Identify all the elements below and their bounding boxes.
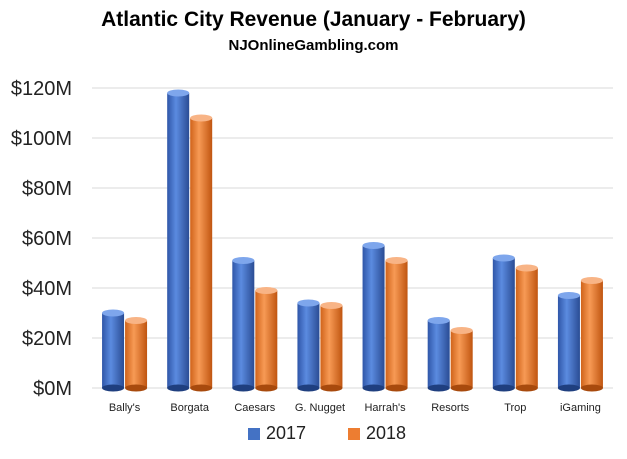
legend-label: 2018 bbox=[366, 423, 406, 443]
bar bbox=[255, 287, 278, 392]
y-tick-label: $100M bbox=[11, 128, 72, 150]
bar bbox=[362, 242, 385, 392]
bar bbox=[450, 327, 473, 392]
bar bbox=[320, 302, 343, 392]
x-tick-label: Trop bbox=[504, 402, 526, 414]
legend-label: 2017 bbox=[266, 423, 306, 443]
bar bbox=[190, 114, 213, 392]
bar bbox=[515, 264, 538, 392]
legend-swatch bbox=[248, 428, 260, 440]
x-tick-label: G. Nugget bbox=[295, 402, 345, 414]
x-tick-label: Caesars bbox=[234, 402, 275, 414]
legend-item: 2017 bbox=[248, 423, 306, 443]
bar bbox=[102, 309, 125, 392]
y-tick-label: $0M bbox=[33, 378, 72, 400]
bar bbox=[167, 89, 190, 392]
x-tick-label: Harrah's bbox=[364, 402, 406, 414]
bar bbox=[125, 317, 148, 392]
x-tick-label: Borgata bbox=[170, 402, 209, 414]
legend-item: 2018 bbox=[348, 423, 406, 443]
legend-swatch bbox=[348, 428, 360, 440]
y-tick-label: $80M bbox=[22, 178, 72, 200]
bar bbox=[492, 254, 515, 392]
x-tick-label: Resorts bbox=[431, 402, 469, 414]
chart-title: Atlantic City Revenue (January - Februar… bbox=[101, 8, 526, 31]
x-tick-label: iGaming bbox=[560, 402, 601, 414]
bar bbox=[580, 277, 603, 392]
chart-subtitle: NJOnlineGambling.com bbox=[228, 37, 399, 54]
bar bbox=[232, 257, 255, 392]
y-tick-label: $20M bbox=[22, 328, 72, 350]
y-tick-label: $120M bbox=[11, 78, 72, 100]
x-tick-label: Bally's bbox=[109, 402, 141, 414]
bar bbox=[427, 317, 450, 392]
bar bbox=[297, 299, 320, 392]
bar bbox=[557, 292, 580, 392]
bar bbox=[385, 257, 408, 392]
y-axis-ticks: $0M $20M $40M $60M $80M $100M $120M bbox=[11, 78, 72, 400]
y-tick-label: $40M bbox=[22, 278, 72, 300]
y-tick-label: $60M bbox=[22, 228, 72, 250]
bars bbox=[102, 89, 603, 392]
legend: 2017 2018 bbox=[248, 423, 406, 443]
x-axis-ticks: Bally's Borgata Caesars G. Nugget Harrah's Re… bbox=[109, 402, 601, 414]
